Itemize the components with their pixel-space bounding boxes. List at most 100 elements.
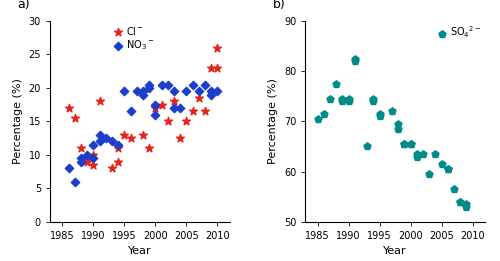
Cl$^-$ [71, 116, 79, 120]
NO$_3$$^-$ [152, 103, 160, 107]
NO$_3$$^-$ [207, 92, 215, 97]
NO$_3$$^-$ [108, 139, 116, 144]
Cl$^-$ [83, 159, 91, 164]
NO$_3$$^-$ [139, 92, 147, 97]
Cl$^-$ [64, 106, 72, 110]
NO$_3$$^-$ [145, 82, 153, 87]
Cl$^-$ [114, 146, 122, 150]
Y-axis label: Percentage (%): Percentage (%) [268, 78, 278, 164]
Y-axis label: Percentage (%): Percentage (%) [13, 78, 23, 164]
SO$_4$$^{2-}$ [425, 172, 433, 176]
SO$_4$$^{2-}$ [320, 112, 328, 116]
NO$_3$$^-$ [102, 136, 110, 140]
NO$_3$$^-$ [83, 153, 91, 157]
NO$_3$$^-$ [207, 89, 215, 93]
SO$_4$$^{2-}$ [363, 144, 371, 149]
SO$_4$$^{2-}$ [413, 152, 421, 156]
Cl$^-$ [158, 103, 166, 107]
NO$_3$$^-$ [77, 156, 85, 160]
Cl$^-$ [145, 146, 153, 150]
Cl$^-$ [83, 156, 91, 160]
Cl$^-$ [126, 136, 134, 140]
NO$_3$$^-$ [158, 82, 166, 87]
SO$_4$$^{2-}$ [462, 205, 470, 209]
SO$_4$$^{2-}$ [314, 117, 322, 121]
SO$_4$$^{2-}$ [351, 56, 359, 61]
Cl$^-$ [182, 119, 190, 123]
SO$_4$$^{2-}$ [419, 152, 427, 156]
SO$_4$$^{2-}$ [370, 99, 378, 103]
SO$_4$$^{2-}$ [338, 99, 346, 103]
SO$_4$$^{2-}$ [438, 162, 446, 166]
X-axis label: Year: Year [384, 246, 407, 257]
Cl$^-$ [90, 163, 98, 167]
SO$_4$$^{2-}$ [388, 109, 396, 113]
NO$_3$$^-$ [164, 82, 172, 87]
SO$_4$$^{2-}$ [326, 97, 334, 101]
SO$_4$$^{2-}$ [450, 187, 458, 191]
SO$_4$$^{2-}$ [400, 142, 408, 146]
Cl$^-$ [176, 136, 184, 140]
SO$_4$$^{2-}$ [456, 200, 464, 204]
SO$_4$$^{2-}$ [351, 59, 359, 63]
SO$_4$$^{2-}$ [344, 99, 352, 103]
SO$_4$$^{2-}$ [338, 97, 346, 101]
NO$_3$$^-$ [201, 82, 209, 87]
NO$_3$$^-$ [170, 89, 178, 93]
Cl$^-$ [214, 66, 222, 70]
SO$_4$$^{2-}$ [394, 122, 402, 126]
NO$_3$$^-$ [139, 89, 147, 93]
NO$_3$$^-$ [96, 133, 104, 137]
X-axis label: Year: Year [128, 246, 152, 257]
SO$_4$$^{2-}$ [444, 167, 452, 171]
NO$_3$$^-$ [114, 143, 122, 147]
Cl$^-$ [195, 96, 203, 100]
SO$_4$$^{2-}$ [432, 152, 440, 156]
NO$_3$$^-$ [120, 89, 128, 93]
Cl$^-$ [207, 66, 215, 70]
SO$_4$$^{2-}$ [370, 97, 378, 101]
Cl$^-$ [108, 166, 116, 170]
NO$_3$$^-$ [90, 143, 98, 147]
Cl$^-$ [90, 153, 98, 157]
SO$_4$$^{2-}$ [376, 112, 384, 116]
SO$_4$$^{2-}$ [376, 114, 384, 118]
SO$_4$$^{2-}$ [344, 97, 352, 101]
NO$_3$$^-$ [195, 89, 203, 93]
NO$_3$$^-$ [170, 106, 178, 110]
NO$_3$$^-$ [182, 89, 190, 93]
NO$_3$$^-$ [90, 156, 98, 160]
Cl$^-$ [164, 119, 172, 123]
NO$_3$$^-$ [176, 106, 184, 110]
NO$_3$$^-$ [71, 180, 79, 184]
Cl$^-$ [96, 99, 104, 103]
NO$_3$$^-$ [133, 89, 141, 93]
NO$_3$$^-$ [96, 139, 104, 144]
NO$_3$$^-$ [77, 159, 85, 164]
NO$_3$$^-$ [214, 89, 222, 93]
Cl$^-$ [188, 109, 196, 113]
Cl$^-$ [170, 99, 178, 103]
Cl$^-$ [77, 146, 85, 150]
SO$_4$$^{2-}$ [444, 167, 452, 171]
NO$_3$$^-$ [145, 86, 153, 90]
NO$_3$$^-$ [188, 82, 196, 87]
Cl$^-$ [120, 133, 128, 137]
SO$_4$$^{2-}$ [400, 142, 408, 146]
Text: b): b) [273, 0, 285, 11]
Legend: Cl$^-$, NO$_3$$^-$: Cl$^-$, NO$_3$$^-$ [112, 24, 155, 54]
SO$_4$$^{2-}$ [394, 127, 402, 131]
Legend: SO$_4$$^{2-}$: SO$_4$$^{2-}$ [436, 24, 482, 41]
Cl$^-$ [201, 109, 209, 113]
Cl$^-$ [152, 106, 160, 110]
SO$_4$$^{2-}$ [462, 202, 470, 206]
Text: a): a) [18, 0, 30, 11]
Cl$^-$ [139, 133, 147, 137]
SO$_4$$^{2-}$ [456, 200, 464, 204]
SO$_4$$^{2-}$ [406, 142, 414, 146]
Cl$^-$ [114, 159, 122, 164]
SO$_4$$^{2-}$ [332, 82, 340, 86]
SO$_4$$^{2-}$ [406, 142, 414, 146]
NO$_3$$^-$ [64, 166, 72, 170]
Cl$^-$ [214, 46, 222, 50]
